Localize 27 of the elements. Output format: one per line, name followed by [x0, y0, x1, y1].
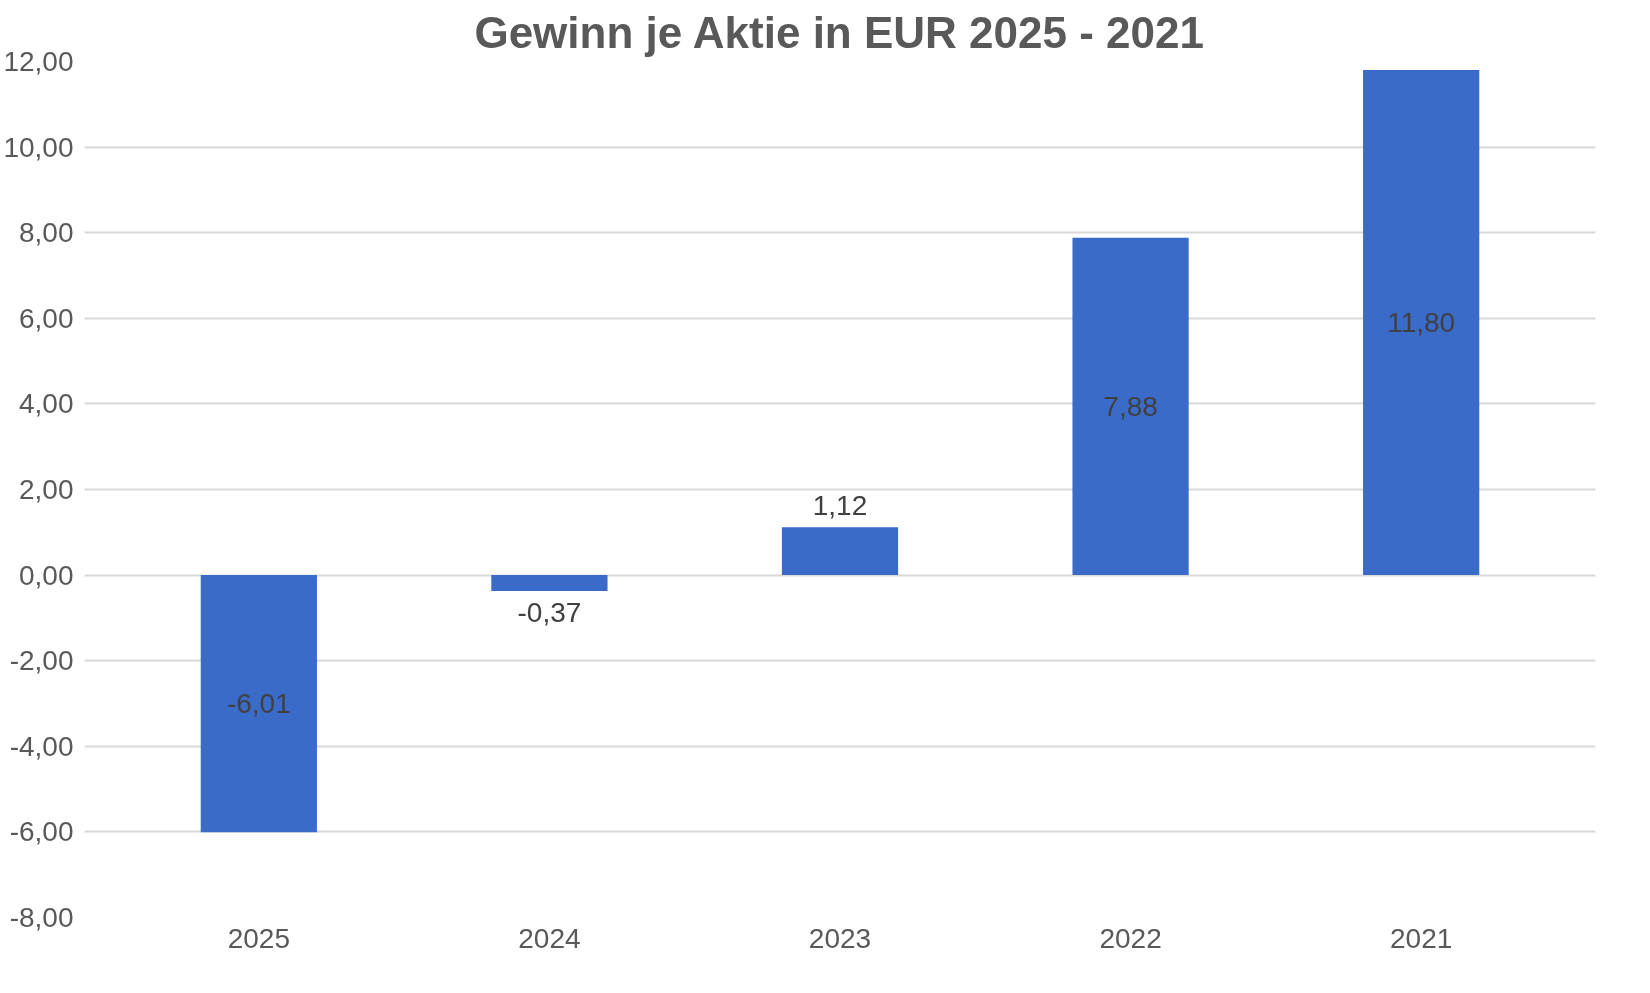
data-label: 1,12 — [812, 490, 868, 522]
bar — [781, 527, 899, 576]
y-tick-label: -6,00 — [9, 816, 74, 848]
y-tick-label: 12,00 — [3, 46, 74, 77]
x-tick-label: 2025 — [227, 922, 290, 954]
x-tick-label: 2021 — [1390, 922, 1453, 954]
y-tick-label: 8,00 — [19, 217, 74, 249]
y-tick-label: -8,00 — [9, 902, 74, 933]
y-tick-label: -2,00 — [9, 645, 74, 677]
x-tick-label: 2024 — [518, 922, 581, 954]
bar — [1072, 237, 1189, 576]
y-tick-label: 10,00 — [3, 131, 74, 163]
x-tick-label: 2023 — [808, 922, 872, 954]
data-label: 11,80 — [1387, 307, 1456, 339]
data-label: 7,88 — [1103, 390, 1158, 422]
bar — [200, 575, 317, 833]
bar — [491, 575, 608, 591]
data-label: -0,37 — [517, 596, 582, 628]
bar — [1363, 70, 1480, 576]
y-tick-label: -4,00 — [9, 730, 74, 762]
y-tick-label: 2,00 — [19, 474, 74, 505]
chart-title: Gewinn je Aktie in EUR 2025 - 2021 — [474, 7, 1204, 57]
y-tick-label: 0,00 — [19, 559, 74, 591]
y-tick-label: 4,00 — [19, 388, 74, 420]
data-label: -6,01 — [226, 688, 291, 720]
y-tick-label: 6,00 — [19, 302, 74, 334]
x-tick-label: 2022 — [1099, 922, 1162, 954]
